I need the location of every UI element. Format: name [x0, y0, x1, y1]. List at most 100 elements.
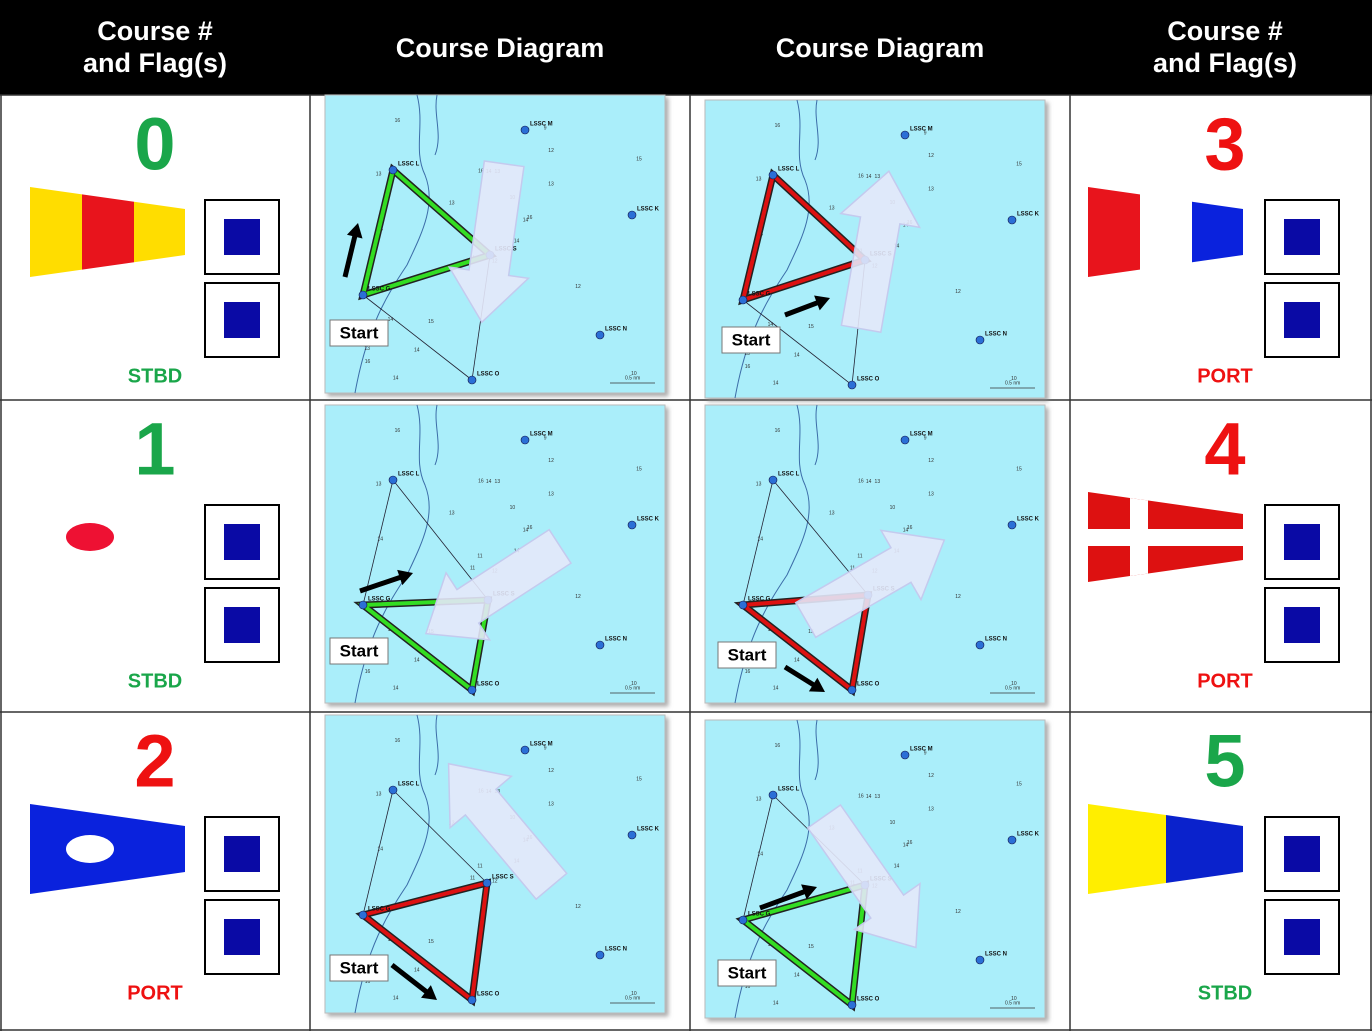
flag-square [224, 836, 260, 872]
flag-band [1192, 187, 1243, 277]
mark-pin [520, 745, 530, 755]
coastline [734, 719, 810, 1019]
coastline [814, 719, 819, 781]
flag-body [30, 804, 185, 894]
start-arrow-head [801, 884, 817, 900]
header-text: Course # [1167, 16, 1283, 46]
flag-body [30, 492, 185, 582]
depth: 15 [636, 466, 642, 472]
course-line [742, 299, 853, 386]
depth: 14 [866, 479, 872, 485]
mark-pin [482, 878, 492, 888]
depth: 9 [544, 435, 547, 441]
depth: 16 [775, 743, 781, 749]
mark-label: LSSC M [530, 742, 553, 748]
mark-pin [1007, 520, 1017, 530]
wind-arrow [447, 762, 568, 901]
depth: 16 [365, 669, 371, 675]
mark-label: LSSC O [857, 997, 880, 1003]
flag-band [82, 187, 134, 277]
flag-body [1088, 187, 1243, 277]
course-leg [357, 597, 491, 694]
depth: 14 [393, 375, 399, 381]
flag [1088, 492, 1243, 582]
depth: 15 [808, 944, 814, 950]
depth: 10 [1011, 376, 1017, 382]
course-diagram: 1213111314159131214161014151113141610141… [704, 719, 1046, 1019]
flag-body [1088, 492, 1243, 582]
depth: 13 [548, 182, 554, 188]
depth: 13 [928, 492, 934, 498]
course-leg [360, 166, 494, 298]
header-text: Course Diagram [396, 33, 605, 63]
depth: 16 [745, 984, 751, 990]
mark-label: LSSC N [985, 637, 1007, 643]
depth: 13 [744, 351, 750, 357]
flag-ball [66, 835, 114, 863]
flag-band [1088, 187, 1140, 277]
start-arrow-head [421, 985, 437, 1000]
start-arrow-head [397, 569, 413, 586]
course-number: 0 [134, 103, 175, 186]
mark-label: LSSC G [368, 597, 391, 603]
depth: 11 [477, 864, 482, 870]
mark-label: LSSC N [605, 947, 627, 953]
flag-square [224, 302, 260, 338]
mark-pin [768, 475, 778, 485]
header-text: and Flag(s) [1153, 48, 1297, 78]
mark-label: LSSC K [637, 827, 660, 833]
depth: 16 [745, 669, 751, 675]
mark-pin [388, 475, 398, 485]
wind-arrow [794, 529, 946, 639]
mark-pin [467, 375, 477, 385]
depth: 14 [866, 174, 872, 180]
depth: 16 [858, 478, 864, 484]
mark-label: LSSC M [910, 127, 933, 133]
mark-label: LSSC K [1017, 832, 1040, 838]
flag-square [224, 919, 260, 955]
depth: 14 [757, 851, 763, 857]
mark-label: LSSC G [748, 292, 771, 298]
depth: 14 [794, 657, 800, 663]
course-line [742, 794, 774, 921]
depth: 9 [544, 745, 547, 751]
depth: 12 [575, 904, 581, 910]
depth: 13 [928, 807, 934, 813]
start-box [721, 326, 781, 354]
depth: 13 [364, 346, 370, 352]
depth: 16 [395, 738, 401, 744]
mark-pin [358, 600, 368, 610]
depth: 16 [527, 525, 533, 531]
flag [30, 804, 185, 894]
mark-pin [388, 165, 398, 175]
start-box [717, 959, 777, 987]
header-bg [0, 0, 1372, 95]
depth: 9 [924, 130, 927, 136]
wind-arrow [447, 160, 531, 324]
header-text: Course # [97, 16, 213, 46]
depth: 14 [414, 347, 420, 353]
start-arrow [342, 233, 358, 278]
depth: 13 [756, 176, 762, 182]
depth: 13 [756, 481, 762, 487]
start-label: Start [732, 330, 771, 349]
depth: 14 [773, 380, 779, 386]
start-arrow [390, 963, 430, 996]
mark-label: LSSC O [857, 377, 880, 383]
coastline [814, 99, 819, 161]
wind-arrow [806, 803, 921, 949]
mark-label: LSSC M [530, 432, 553, 438]
mark-pin [738, 915, 748, 925]
depth: 13 [875, 174, 881, 180]
mark-label: LSSC G [748, 912, 771, 918]
rounding-side: PORT [1197, 365, 1253, 387]
mark-pin [847, 380, 857, 390]
start-label: Start [340, 641, 379, 660]
mark-label: LSSC O [857, 682, 880, 688]
depth: 16 [858, 173, 864, 179]
mark-pin [900, 130, 910, 140]
course-number: 1 [134, 408, 175, 491]
depth: 15 [636, 776, 642, 782]
depth: 16 [745, 364, 751, 370]
